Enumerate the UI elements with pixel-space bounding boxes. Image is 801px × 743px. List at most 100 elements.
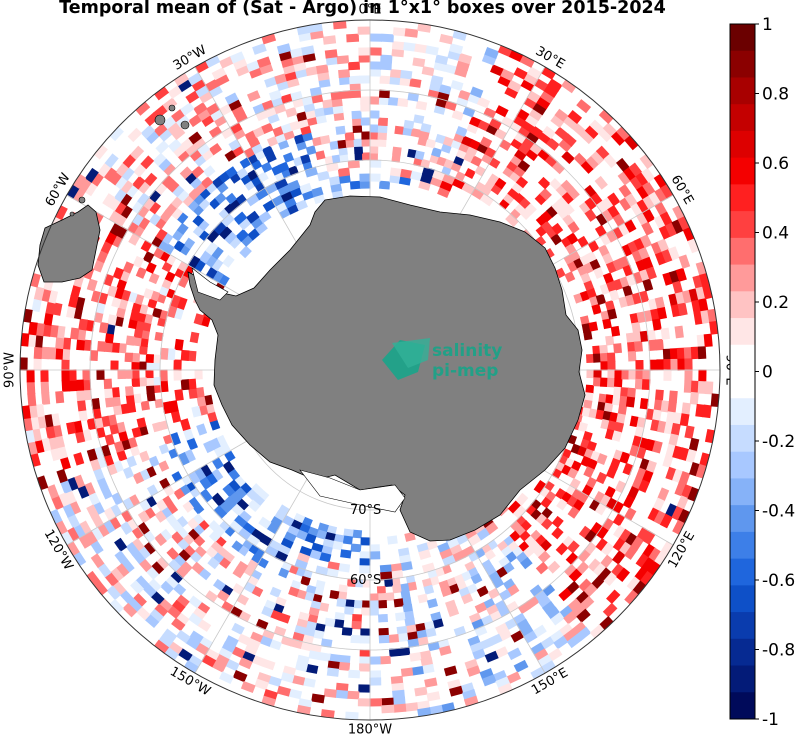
colorbar-tick-label: -1 (762, 710, 779, 730)
anomaly-cell (543, 84, 559, 98)
anomaly-cell (592, 562, 607, 577)
anomaly-cell (535, 513, 548, 526)
anomaly-cell (628, 162, 643, 178)
anomaly-cell (369, 47, 382, 56)
anomaly-cell (28, 321, 38, 336)
anomaly-cell (442, 173, 456, 186)
anomaly-cell (369, 173, 381, 182)
anomaly-cell (143, 541, 157, 556)
anomaly-cell (285, 106, 298, 118)
anomaly-cell (622, 285, 634, 298)
anomaly-cell (205, 241, 219, 256)
anomaly-cell (684, 425, 695, 439)
anomaly-cell (78, 533, 92, 549)
anomaly-cell (565, 552, 579, 566)
anomaly-cell (27, 333, 37, 348)
anomaly-cell (509, 208, 522, 220)
anomaly-cell (533, 78, 549, 92)
anomaly-cell (76, 338, 86, 351)
anomaly-cell (392, 703, 407, 713)
anomaly-cell (688, 437, 700, 452)
anomaly-cell (109, 504, 123, 518)
anomaly-cell (61, 358, 70, 371)
anomaly-cell (199, 463, 213, 478)
anomaly-cell (46, 484, 59, 500)
anomaly-cell (349, 180, 361, 190)
anomaly-cell (266, 135, 279, 147)
anomaly-cell (542, 601, 556, 615)
anomaly-cell (604, 486, 616, 499)
anomaly-cell (630, 536, 644, 551)
anomaly-cell (642, 543, 656, 559)
anomaly-cell (636, 526, 650, 542)
anomaly-cell (117, 369, 126, 380)
anomaly-cell (270, 516, 284, 529)
anomaly-cell (357, 698, 371, 707)
anomaly-cell (328, 653, 341, 663)
anomaly-cell (378, 634, 390, 644)
anomaly-cell (588, 408, 599, 419)
anomaly-cell (361, 131, 371, 140)
anomaly-cell (423, 584, 435, 595)
anomaly-cell (254, 678, 269, 691)
anomaly-cell (115, 162, 130, 177)
anomaly-cell (400, 168, 413, 179)
anomaly-cell (109, 598, 124, 614)
anomaly-cell (84, 530, 98, 545)
anomaly-cell (129, 444, 141, 457)
anomaly-cell (277, 544, 291, 557)
anomaly-cell (92, 407, 102, 420)
anomaly-cell (389, 174, 402, 184)
anomaly-cell (221, 641, 236, 654)
anomaly-cell (332, 20, 347, 30)
anomaly-cell (219, 671, 234, 684)
anomaly-cell (148, 455, 160, 468)
anomaly-cell (380, 33, 394, 43)
anomaly-cell (556, 498, 568, 511)
anomaly-cell (301, 45, 315, 56)
anomaly-cell (525, 114, 539, 127)
anomaly-cell (97, 162, 112, 178)
anomaly-cell (638, 479, 650, 493)
anomaly-cell (479, 667, 494, 680)
anomaly-cell (188, 387, 198, 399)
anomaly-cell (113, 440, 125, 453)
anomaly-cell (33, 346, 43, 360)
anomaly-cell (585, 353, 595, 364)
anomaly-cell (455, 126, 468, 137)
anomaly-cell (656, 359, 665, 371)
anomaly-cell (466, 665, 481, 677)
anomaly-cell (338, 69, 351, 79)
anomaly-cell (619, 395, 629, 407)
anomaly-cell (530, 666, 546, 680)
anomaly-cell (177, 451, 190, 466)
anomaly-cell (338, 584, 348, 594)
anomaly-cell (610, 325, 621, 337)
anomaly-cell (108, 171, 123, 186)
anomaly-cell (546, 205, 559, 218)
anomaly-cell (440, 586, 452, 597)
anomaly-cell (609, 412, 619, 423)
anomaly-cell (495, 105, 509, 118)
colorbar-segment (730, 157, 755, 185)
anomaly-cell (416, 636, 429, 647)
anomaly-cell (678, 254, 691, 269)
anomaly-cell (175, 594, 190, 608)
anomaly-cell (392, 696, 406, 706)
anomaly-cell (324, 49, 338, 59)
anomaly-cell (229, 605, 243, 618)
anomaly-cell (636, 311, 647, 324)
map-title: Temporal mean of (Sat - Argo) in 1°x1° b… (59, 0, 666, 18)
anomaly-cell (90, 553, 105, 569)
anomaly-cell (601, 208, 615, 223)
anomaly-cell (152, 307, 162, 319)
anomaly-cell (137, 192, 151, 207)
anomaly-cell (348, 669, 361, 679)
anomaly-cell (195, 387, 205, 398)
anomaly-cell (359, 173, 371, 182)
anomaly-cell (61, 369, 70, 382)
anomaly-cell (173, 488, 185, 500)
anomaly-cell (167, 138, 182, 153)
anomaly-cell (380, 697, 394, 707)
anomaly-cell (639, 398, 650, 410)
